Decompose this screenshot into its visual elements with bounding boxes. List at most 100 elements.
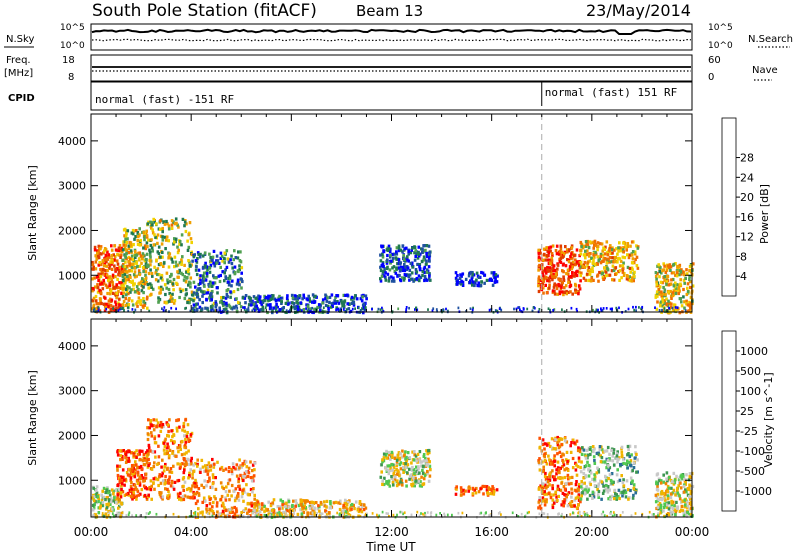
heatmap-cell bbox=[152, 424, 155, 428]
heatmap-cell bbox=[592, 308, 594, 312]
heatmap-cell bbox=[205, 271, 209, 276]
heatmap-cell bbox=[461, 272, 465, 276]
heatmap-cell bbox=[480, 270, 483, 275]
heatmap-cell bbox=[605, 466, 608, 470]
heatmap-cell bbox=[101, 259, 105, 263]
heatmap-cell bbox=[272, 306, 275, 310]
heatmap-cell bbox=[543, 503, 547, 507]
heatmap-cell bbox=[632, 305, 634, 309]
heatmap-cell bbox=[683, 498, 687, 502]
heatmap-cell bbox=[137, 288, 140, 292]
heatmap-cell bbox=[296, 301, 300, 305]
heatmap-cell bbox=[673, 478, 677, 482]
heatmap-cell bbox=[555, 468, 558, 472]
heatmap-cell bbox=[291, 301, 294, 305]
heatmap-cell bbox=[173, 240, 176, 244]
heatmap-cell bbox=[417, 254, 421, 258]
heatmap-cell bbox=[105, 260, 108, 264]
heatmap-cell bbox=[135, 285, 139, 289]
heatmap-cell bbox=[134, 255, 137, 260]
heatmap-cell bbox=[584, 475, 588, 479]
heatmap-cell bbox=[626, 265, 630, 269]
heatmap-cell bbox=[635, 264, 639, 268]
heatmap-cell bbox=[414, 476, 417, 481]
heatmap-cell bbox=[554, 490, 558, 494]
heatmap-cell bbox=[602, 277, 605, 281]
heatmap-cell bbox=[413, 278, 417, 282]
heatmap-cell bbox=[662, 285, 665, 290]
heatmap-cell bbox=[422, 244, 425, 248]
heatmap-cell bbox=[545, 486, 548, 490]
heatmap-cell bbox=[198, 276, 202, 280]
heatmap-cell bbox=[208, 507, 211, 511]
heatmap-cell bbox=[131, 468, 134, 472]
heatmap-cell bbox=[553, 478, 556, 482]
heatmap-cell bbox=[689, 506, 693, 510]
heatmap-cell bbox=[296, 296, 299, 300]
heatmap-cell bbox=[344, 510, 348, 514]
heatmap-cell bbox=[661, 300, 665, 304]
heatmap-cell bbox=[167, 287, 171, 292]
heatmap-cell bbox=[575, 273, 579, 278]
heatmap-cell bbox=[544, 271, 548, 275]
heatmap-cell bbox=[161, 278, 164, 282]
heatmap-cell bbox=[351, 307, 354, 311]
heatmap-cell bbox=[672, 488, 676, 492]
heatmap-cell bbox=[138, 281, 141, 285]
heatmap-cell bbox=[319, 512, 322, 516]
heatmap-cell bbox=[555, 495, 558, 499]
heatmap-cell bbox=[147, 457, 150, 462]
heatmap-cell bbox=[207, 461, 211, 465]
heatmap-cell bbox=[124, 270, 128, 274]
heatmap-cell bbox=[418, 279, 421, 283]
heatmap-cell bbox=[145, 252, 149, 256]
heatmap-cell bbox=[321, 309, 324, 313]
heatmap-cell bbox=[396, 469, 400, 473]
heatmap-cell bbox=[117, 273, 120, 277]
heatmap-cell bbox=[423, 473, 427, 478]
heatmap-cell bbox=[352, 503, 355, 507]
heatmap-cell bbox=[610, 494, 614, 498]
heatmap-cell bbox=[159, 287, 163, 291]
heatmap-cell bbox=[554, 438, 557, 442]
heatmap-cell bbox=[403, 262, 406, 267]
heatmap-cell bbox=[384, 454, 388, 458]
heatmap-cell bbox=[361, 295, 364, 299]
heatmap-cell bbox=[531, 309, 534, 313]
heatmap-cell bbox=[226, 280, 230, 284]
heatmap-cell bbox=[184, 279, 188, 284]
heatmap-cell bbox=[554, 447, 557, 451]
heatmap-cell bbox=[216, 291, 219, 295]
heatmap-cell bbox=[394, 475, 397, 479]
heatmap-cell bbox=[556, 476, 560, 480]
heatmap-cell bbox=[542, 465, 545, 469]
heatmap-cell bbox=[179, 491, 182, 495]
heatmap-cell bbox=[469, 307, 472, 310]
heatmap-cell bbox=[166, 222, 169, 226]
heatmap-cell bbox=[488, 308, 491, 312]
heatmap-cell bbox=[150, 467, 154, 471]
heatmap-cell bbox=[222, 486, 225, 491]
heatmap-cell bbox=[179, 289, 183, 294]
heatmap-cell bbox=[157, 252, 161, 256]
heatmap-cell bbox=[286, 302, 290, 306]
heatmap-cell bbox=[221, 485, 224, 489]
heatmap-cell bbox=[541, 442, 545, 447]
heatmap-cell bbox=[224, 496, 227, 500]
heatmap-cell bbox=[599, 454, 602, 458]
heatmap-cell bbox=[116, 453, 120, 457]
heatmap-cell bbox=[389, 261, 392, 265]
heatmap-cell bbox=[567, 260, 571, 264]
heatmap-cell bbox=[312, 509, 315, 513]
heatmap-cell bbox=[399, 261, 402, 265]
heatmap-cell bbox=[127, 246, 131, 251]
heatmap-cell bbox=[97, 250, 100, 254]
heatmap-cell bbox=[140, 488, 144, 492]
heatmap-cell bbox=[592, 253, 595, 257]
heatmap-cell bbox=[184, 437, 187, 442]
heatmap-cell bbox=[584, 256, 587, 260]
heatmap-cell bbox=[622, 478, 625, 482]
heatmap-cell bbox=[143, 463, 147, 467]
heatmap-cell bbox=[325, 505, 328, 509]
heatmap-cell bbox=[102, 302, 106, 306]
